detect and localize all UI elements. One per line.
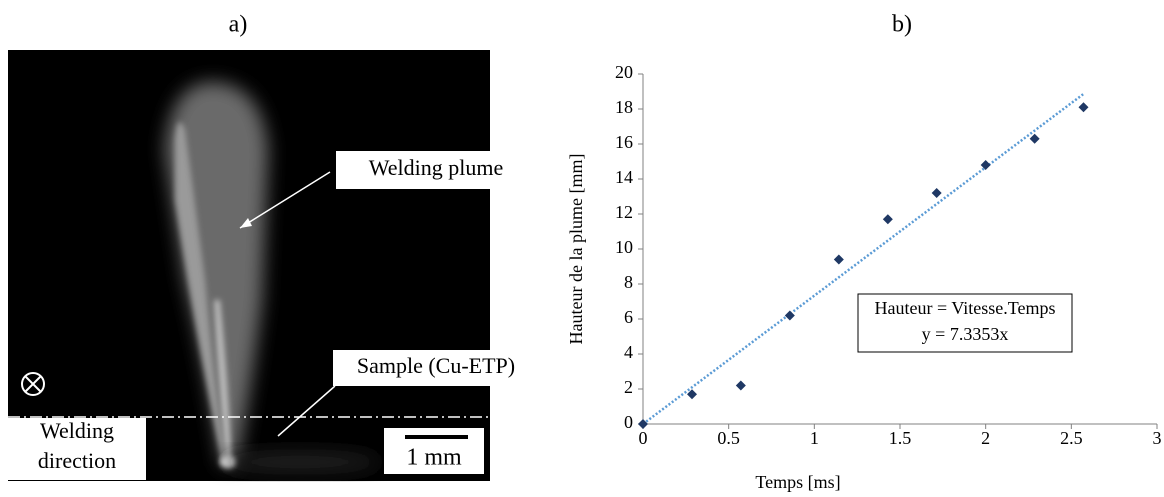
y-tick-label: 14 [615, 167, 633, 187]
point [931, 188, 942, 198]
y-tick-label: 4 [624, 342, 633, 362]
point [687, 389, 698, 400]
y-tick-label: 6 [624, 307, 633, 327]
label-box [333, 350, 539, 386]
y-tick-label: 2 [624, 377, 633, 397]
panel-label: b) [892, 12, 912, 38]
x-tick-label: 0.5 [717, 428, 740, 448]
scale-label: 1 mm [406, 445, 462, 471]
label-box [8, 418, 146, 480]
point [1029, 133, 1040, 144]
plume [165, 82, 380, 472]
x-tick-label: 1 [810, 428, 819, 448]
point [638, 419, 648, 429]
trendline [642, 92, 1085, 426]
point [735, 380, 746, 391]
panel-label: a) [229, 12, 248, 38]
x-tick-label: 1.5 [889, 428, 912, 448]
x-tick-label: 2 [981, 428, 990, 448]
leader-line [277, 385, 336, 437]
arrow-head [240, 218, 252, 228]
y-tick-label: 16 [615, 132, 633, 152]
point [882, 214, 893, 225]
point [784, 310, 795, 321]
y-tick-label: 12 [615, 202, 633, 222]
chart: Temps [ms] Hauteur de la plume [mm] 0 2 4 6… [566, 62, 1161, 492]
annotation: y = 7.3353x [922, 324, 1009, 344]
y-tick-label: 0 [624, 412, 633, 432]
y-tick-label: 20 [615, 62, 633, 82]
y-tick-label: 8 [624, 272, 633, 292]
annotation-box [857, 293, 1073, 353]
plume-label: Welding plume [369, 155, 503, 180]
point [1078, 102, 1089, 113]
arrow [239, 171, 331, 229]
direction-label: direction [38, 448, 116, 473]
y-tick-label: 18 [615, 97, 633, 117]
label-box [336, 151, 536, 189]
x-axis-title: Temps [ms] [755, 472, 840, 492]
point [833, 254, 844, 265]
x-tick-label: 2.5 [1060, 428, 1083, 448]
annotation: Hauteur = Vitesse.Temps [875, 298, 1056, 318]
x-tick-label: 3 [1153, 428, 1162, 448]
y-axis-title: Hauteur de la plume [mm] [566, 154, 586, 345]
point [980, 160, 991, 170]
x-tick-label: 0 [639, 428, 648, 448]
y-tick-label: 10 [615, 237, 633, 257]
sample-label: Sample (Cu-ETP) [357, 353, 515, 378]
direction-symbol [21, 372, 45, 396]
direction-label: Welding [40, 418, 114, 443]
photo: Welding plume Sample (Cu-ETP) Welding di… [8, 50, 539, 481]
